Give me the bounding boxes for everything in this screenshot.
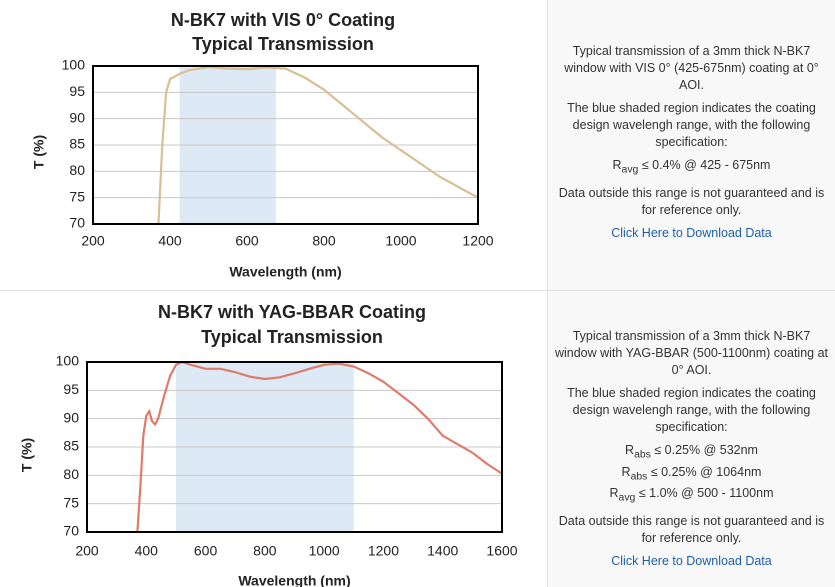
chart-subtitle: Typical Transmission xyxy=(192,34,374,54)
charts: N-BK7 with VIS 0° Coating Typical Transmi… xyxy=(19,10,518,587)
y-axis-label: T (%) xyxy=(19,438,35,472)
spec-line: Rabs ≤ 0.25% @ 532nm xyxy=(552,442,831,464)
region-text: The blue shaded region indicates the coa… xyxy=(567,386,816,434)
x-axis-label: Wavelength (nm) xyxy=(238,573,350,587)
x-tick-label: 1000 xyxy=(385,233,416,249)
x-tick-label: 1200 xyxy=(462,233,493,249)
y-tick-label: 100 xyxy=(62,57,86,73)
x-tick-label: 200 xyxy=(81,233,105,249)
x-tick-label: 800 xyxy=(312,233,336,249)
y-tick-label: 95 xyxy=(63,381,79,397)
x-tick-label: 600 xyxy=(235,233,259,249)
region-text: The blue shaded region indicates the coa… xyxy=(567,101,816,149)
download-link[interactable]: Click Here to Download Data xyxy=(611,553,772,568)
intro-text: Typical transmission of a 3mm thick N-BK… xyxy=(564,44,819,92)
spec-subscript: avg xyxy=(618,492,636,504)
spec-subscript: abs xyxy=(634,449,651,461)
spec-line: Rabs ≤ 0.25% @ 1064nm xyxy=(552,464,831,486)
intro-text: Typical transmission of a 3mm thick N-BK… xyxy=(554,329,829,377)
y-tick-label: 75 xyxy=(63,494,79,510)
spec-line: Ravg ≤ 0.4% @ 425 - 675nm xyxy=(552,157,831,179)
spec-symbol: R xyxy=(612,158,622,172)
spec-text: ≤ 1.0% @ 500 - 1100nm xyxy=(638,486,774,500)
y-tick-label: 85 xyxy=(69,136,85,152)
transmission-curve xyxy=(136,360,502,532)
y-tick-label: 70 xyxy=(69,215,85,231)
chart-subtitle: Typical Transmission xyxy=(201,327,383,347)
spec-list: Rabs ≤ 0.25% @ 532nm Rabs ≤ 0.25% @ 1064n… xyxy=(552,442,831,507)
y-tick-label: 70 xyxy=(63,523,79,539)
y-tick-label: 95 xyxy=(69,83,85,99)
x-tick-label: 1400 xyxy=(427,543,458,559)
plot-frame xyxy=(92,65,479,225)
y-tick-label: 90 xyxy=(69,109,85,125)
link-row: Click Here to Download Data xyxy=(552,553,831,570)
x-tick-label: 600 xyxy=(194,543,218,559)
info-panel: Typical transmission of a 3mm thick N-BK… xyxy=(547,291,835,587)
spec-subscript: abs xyxy=(630,471,648,482)
x-tick-label: 400 xyxy=(158,233,182,249)
chart-title: N-BK7 with VIS 0° Coating xyxy=(171,10,395,30)
spec-text: ≤ 0.25% @ 1064nm xyxy=(650,464,762,479)
x-tick-label: 400 xyxy=(135,543,159,559)
x-axis-label: Wavelength (nm) xyxy=(229,264,341,280)
x-tick-label: 800 xyxy=(253,543,277,559)
chart-title: N-BK7 with YAG-BBAR Coating xyxy=(158,302,426,322)
row-separator xyxy=(0,290,835,291)
x-tick-label: 1600 xyxy=(486,543,517,559)
plot-frame xyxy=(86,361,503,533)
link-row: Click Here to Download Data xyxy=(552,225,831,242)
spec-line: Ravg ≤ 1.0% @ 500 - 1100nm xyxy=(552,485,831,507)
transmission-curve xyxy=(157,65,478,224)
y-tick-label: 75 xyxy=(69,188,85,204)
spec-symbol: R xyxy=(625,443,635,457)
note-text: Data outside this range is not guarantee… xyxy=(558,185,825,217)
x-tick-label: 1200 xyxy=(368,543,399,559)
y-tick-label: 80 xyxy=(63,466,79,482)
spec-subscript: avg xyxy=(621,164,639,176)
x-tick-label: 200 xyxy=(75,543,99,559)
x-tick-label: 1000 xyxy=(309,543,340,559)
y-tick-label: 85 xyxy=(63,438,79,454)
info-panel: Typical transmission of a 3mm thick N-BK… xyxy=(547,0,835,290)
y-axis-label: T (%) xyxy=(31,135,47,169)
spec-text: ≤ 0.4% @ 425 - 675nm xyxy=(641,158,771,172)
spec-symbol: R xyxy=(609,486,619,500)
y-tick-label: 100 xyxy=(56,353,80,369)
note-text: Data outside this range is not guarantee… xyxy=(558,513,825,545)
y-tick-label: 80 xyxy=(69,162,85,178)
y-tick-label: 90 xyxy=(63,409,79,425)
spec-symbol: R xyxy=(621,464,631,479)
spec-list: Ravg ≤ 0.4% @ 425 - 675nm xyxy=(552,157,831,179)
spec-text: ≤ 0.25% @ 532nm xyxy=(654,443,758,457)
download-link[interactable]: Click Here to Download Data xyxy=(611,225,772,240)
